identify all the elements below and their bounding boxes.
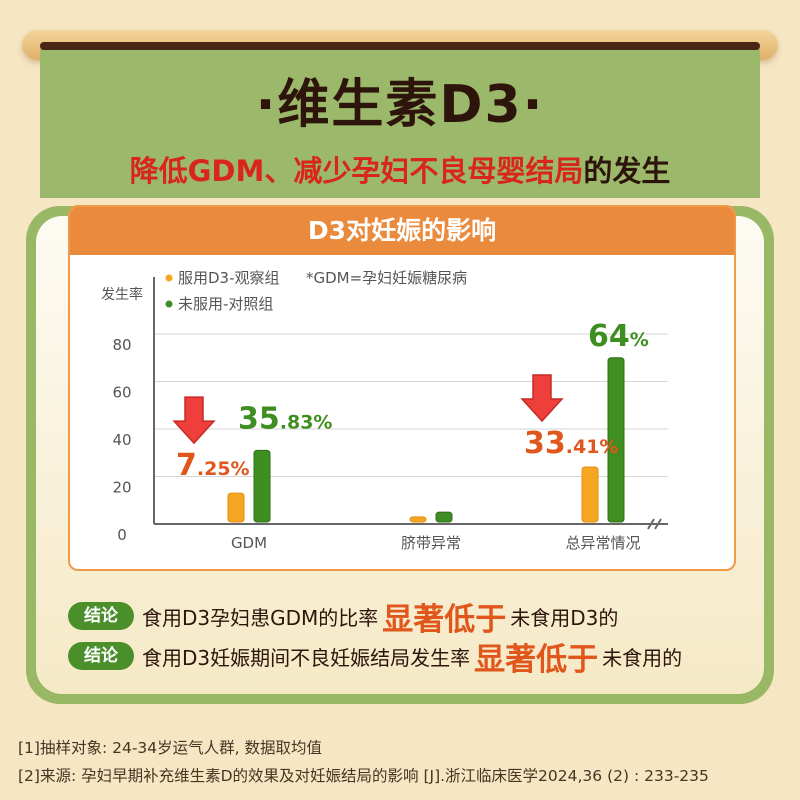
y-axis-label: 发生率 — [101, 286, 143, 303]
chart-panel: D3对妊娠的影响 0 20 40 60 80 发生率 服用D3-观察组 未服用-对照组 *GDM… — [68, 205, 736, 571]
conclusion-tag: 结论 — [68, 602, 134, 630]
page-subtitle: 降低GDM、减少孕妇不良母婴结局的发生 — [0, 148, 800, 190]
legend-label: 服用D3-观察组 — [178, 269, 280, 287]
conclusion-text: 食用D3孕妇患GDM的比率 — [142, 605, 379, 630]
bar-control — [607, 357, 625, 523]
data-label: 64% — [588, 319, 649, 354]
data-label-integer: 35 — [238, 401, 280, 436]
page-title: ·维生素D3· — [255, 75, 545, 135]
x-tick-label: 总异常情况 — [565, 534, 640, 552]
down-arrow-icon — [520, 374, 564, 423]
conclusion-tag: 结论 — [68, 642, 134, 670]
conclusion-row-1: 结论 食用D3孕妇患GDM的比率 显著低于 未食用D3的 — [68, 600, 619, 638]
y-tick-label: 40 — [112, 431, 131, 449]
conclusion-emphasis: 显著低于 — [474, 641, 599, 678]
down-arrow-icon — [172, 396, 216, 445]
legend-label: 未服用-对照组 — [178, 295, 273, 313]
footnote-sample: [1]抽样对象: 24-34岁运气人群, 数据取均值 — [18, 739, 322, 757]
bar-observation — [227, 492, 245, 523]
axis-break-mark — [647, 518, 655, 530]
bar-control — [253, 449, 271, 523]
data-label: 7.25% — [176, 448, 250, 483]
x-tick-label: 脐带异常 — [401, 534, 461, 552]
legend-note: *GDM=孕妇妊娠糖尿病 — [306, 269, 467, 287]
chart-panel-title: D3对妊娠的影响 — [70, 207, 734, 255]
bar-observation — [581, 466, 599, 523]
y-tick-label: 0 — [117, 526, 127, 544]
subtitle-highlight: 降低GDM、减少孕妇不良母婴结局 — [129, 154, 584, 188]
legend-marker — [165, 300, 173, 308]
conclusion-text: 食用D3妊娠期间不良妊娠结局发生率 — [142, 645, 471, 670]
bar-observation — [409, 516, 427, 523]
y-tick-label: 20 — [112, 479, 131, 497]
data-label-integer: 33 — [524, 426, 566, 461]
footnote-source: [2]来源: 孕妇早期补充维生素D的效果及对妊娠结局的影响 [J].浙江临床医学… — [18, 767, 709, 785]
y-tick-label: 60 — [112, 384, 131, 402]
data-label-fraction: .25% — [197, 458, 250, 480]
y-tick-label: 80 — [112, 336, 131, 354]
bar-control — [435, 511, 453, 523]
data-label-fraction: .83% — [280, 411, 333, 433]
x-tick-label: GDM — [231, 534, 267, 552]
conclusion-emphasis: 显著低于 — [382, 601, 507, 638]
scroll-rod-slot — [40, 42, 760, 50]
data-label: 33.41% — [524, 426, 618, 461]
axis-break-mark — [654, 518, 662, 530]
data-label-integer: 7 — [176, 448, 197, 483]
data-label-fraction: .41% — [566, 436, 619, 458]
data-label: 35.83% — [238, 401, 332, 436]
data-label-fraction: % — [630, 329, 649, 351]
conclusion-row-2: 结论 食用D3妊娠期间不良妊娠结局发生率 显著低于 未食用的 — [68, 640, 683, 678]
subtitle-rest: 的发生 — [583, 154, 671, 188]
conclusion-text-end: 未食用的 — [602, 645, 683, 670]
header-banner — [40, 48, 760, 198]
data-label-integer: 64 — [588, 319, 630, 354]
conclusion-text-end: 未食用D3的 — [510, 605, 619, 630]
legend-marker — [165, 274, 173, 282]
